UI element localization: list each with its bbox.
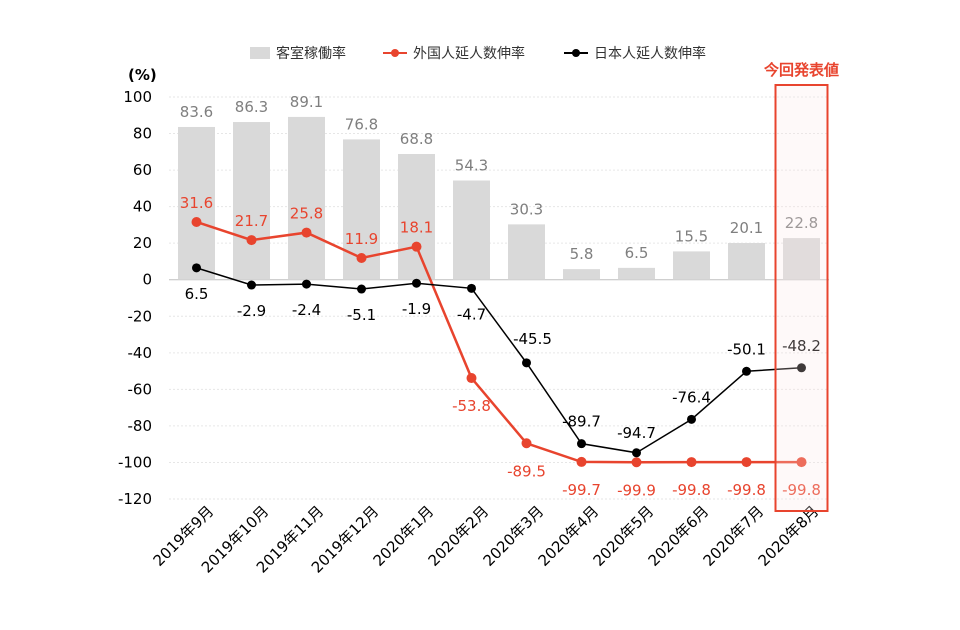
japanese-value-label: -4.7 bbox=[457, 305, 486, 323]
bar-value-label: 83.6 bbox=[180, 103, 213, 121]
y-tick-label: 20 bbox=[133, 234, 152, 252]
bar-value-label: 86.3 bbox=[235, 98, 268, 116]
foreign-value-label: -53.8 bbox=[452, 397, 491, 415]
foreign-point bbox=[466, 373, 477, 384]
foreign-value-label: -99.8 bbox=[672, 481, 711, 499]
legend-occupancy-label: 客室稼働率 bbox=[276, 45, 346, 62]
japanese-point bbox=[247, 280, 256, 290]
y-tick-label: -100 bbox=[118, 453, 152, 471]
legend-japanese-label: 日本人延人数伸率 bbox=[594, 45, 706, 62]
foreign-point bbox=[741, 457, 752, 468]
bar bbox=[563, 269, 600, 280]
foreign-line bbox=[196, 220, 802, 464]
bar bbox=[288, 116, 325, 280]
japanese-point bbox=[467, 283, 476, 293]
bar bbox=[178, 126, 215, 280]
highlight-box bbox=[774, 84, 829, 512]
foreign-value-label: 25.8 bbox=[290, 205, 323, 223]
foreign-value-label: 18.1 bbox=[400, 219, 433, 237]
japanese-value-label: 6.5 bbox=[185, 285, 209, 303]
foreign-point bbox=[796, 457, 807, 468]
foreign-value-label: -89.5 bbox=[507, 462, 546, 480]
japanese-value-label: -2.4 bbox=[292, 301, 321, 319]
bar-value-label: 68.8 bbox=[400, 130, 433, 148]
japanese-value-label: -45.5 bbox=[513, 330, 552, 348]
japanese-value-label: -2.9 bbox=[237, 302, 266, 320]
bar bbox=[618, 267, 655, 280]
bar bbox=[508, 224, 545, 280]
y-tick-label: 40 bbox=[133, 198, 152, 216]
japanese-point bbox=[357, 284, 366, 294]
bar-value-label: 6.5 bbox=[625, 244, 649, 262]
bar bbox=[453, 180, 490, 280]
foreign-value-label: -99.8 bbox=[727, 481, 766, 499]
foreign-point bbox=[686, 457, 697, 468]
bar-value-label: 20.1 bbox=[730, 219, 763, 237]
japanese-point bbox=[412, 278, 421, 288]
bar-value-label: 54.3 bbox=[455, 157, 488, 175]
japanese-value-label: -48.2 bbox=[782, 337, 821, 355]
y-tick-label: -60 bbox=[128, 380, 153, 398]
japanese-point bbox=[192, 263, 201, 273]
japanese-point bbox=[742, 366, 751, 376]
japanese-point bbox=[797, 363, 806, 373]
japanese-value-label: -94.7 bbox=[617, 424, 656, 442]
japanese-point bbox=[577, 439, 586, 449]
y-tick-label: -120 bbox=[118, 490, 152, 508]
bar-value-label: 76.8 bbox=[345, 115, 378, 133]
bar-value-label: 89.1 bbox=[290, 93, 323, 111]
foreign-value-label: -99.9 bbox=[617, 481, 656, 499]
foreign-point bbox=[411, 241, 422, 252]
foreign-point bbox=[301, 227, 312, 238]
y-tick-label: 60 bbox=[133, 161, 152, 179]
foreign-point bbox=[521, 438, 532, 449]
japanese-point bbox=[302, 279, 311, 289]
y-tick-label: 80 bbox=[133, 125, 152, 143]
bar bbox=[233, 122, 270, 280]
foreign-point bbox=[191, 216, 202, 227]
japanese-value-label: -89.7 bbox=[562, 413, 601, 431]
foreign-point bbox=[356, 252, 367, 263]
x-tick-label: 2020年8月 bbox=[755, 502, 823, 570]
foreign-value-label: 31.6 bbox=[180, 194, 213, 212]
foreign-value-label: 11.9 bbox=[345, 230, 378, 248]
bar bbox=[728, 242, 765, 280]
japanese-value-label: -76.4 bbox=[672, 388, 711, 406]
legend-japanese-marker bbox=[572, 49, 580, 57]
japanese-value-label: -50.1 bbox=[727, 340, 766, 358]
japanese-value-label: -1.9 bbox=[402, 300, 431, 318]
foreign-point bbox=[631, 457, 642, 468]
bar-value-label: 15.5 bbox=[675, 227, 708, 245]
legend-foreign-label: 外国人延人数伸率 bbox=[413, 45, 525, 62]
foreign-value-label: -99.8 bbox=[782, 481, 821, 499]
legend-foreign-marker bbox=[391, 49, 399, 57]
y-tick-label: -40 bbox=[128, 344, 153, 362]
y-tick-label: -80 bbox=[128, 417, 153, 435]
y-tick-label: 100 bbox=[123, 88, 152, 106]
foreign-value-label: 21.7 bbox=[235, 212, 268, 230]
highlight-callout: 今回発表値 bbox=[763, 61, 839, 79]
bar bbox=[783, 238, 820, 280]
japanese-line bbox=[196, 267, 802, 454]
bar-value-label: 22.8 bbox=[785, 214, 818, 232]
bar bbox=[398, 154, 435, 280]
japanese-point bbox=[632, 448, 641, 458]
japanese-point bbox=[522, 358, 531, 368]
y-tick-label: 0 bbox=[142, 271, 152, 289]
bar-value-label: 30.3 bbox=[510, 200, 543, 218]
y-unit-label: (%) bbox=[128, 66, 157, 84]
y-tick-label: -20 bbox=[128, 307, 153, 325]
bar bbox=[673, 251, 710, 280]
japanese-point bbox=[687, 414, 696, 424]
foreign-point bbox=[576, 456, 587, 467]
foreign-value-label: -99.7 bbox=[562, 481, 601, 499]
foreign-point bbox=[246, 235, 257, 246]
legend-occupancy-swatch bbox=[250, 47, 270, 59]
japanese-value-label: -5.1 bbox=[347, 306, 376, 324]
bar-value-label: 5.8 bbox=[570, 245, 594, 263]
